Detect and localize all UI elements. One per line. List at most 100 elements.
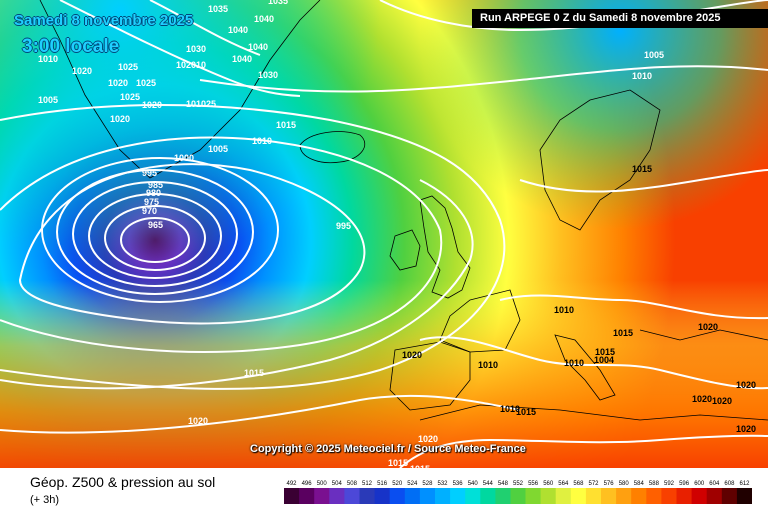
scale-swatch — [480, 488, 496, 504]
pressure-label: 1040 — [232, 54, 252, 64]
z500-greenland — [0, 0, 768, 468]
pressure-label: 1020 — [712, 396, 732, 406]
pressure-label: 1015 — [410, 464, 430, 468]
scale-swatch — [435, 488, 451, 504]
scale-swatch — [555, 488, 572, 504]
scale-tick-label: 516 — [377, 481, 388, 487]
scale-tick-label: 596 — [679, 481, 690, 487]
pressure-label: 1020 — [418, 434, 438, 444]
pressure-label: 995 — [142, 168, 157, 178]
isobar-1015-med — [419, 336, 768, 390]
map-svg: 1035 1040 1035 1030 1040 1040 1020 1010 … — [0, 0, 768, 468]
pressure-label: 1005 — [644, 50, 664, 60]
scale-swatch — [510, 488, 527, 504]
scale-tick-label: 600 — [694, 481, 705, 487]
isobar-975 — [88, 193, 222, 279]
pressure-label: 101025 — [186, 99, 216, 109]
scandinavia-coast — [539, 89, 661, 231]
scale-swatch — [646, 488, 662, 504]
scale-tick-label: 528 — [422, 481, 433, 487]
pressure-label: 1030 — [186, 44, 206, 54]
pressure-label: 995 — [336, 221, 351, 231]
pressure-label: 970 — [142, 206, 157, 216]
pressure-label: 1035 — [268, 0, 288, 6]
map-area: 1035 1040 1035 1030 1040 1040 1020 1010 … — [0, 0, 768, 468]
scale-tick-label: 532 — [437, 481, 448, 487]
scale-swatch — [616, 488, 632, 504]
pressure-label: 985 — [148, 180, 163, 190]
pressure-label: 1035 — [208, 4, 228, 14]
pressure-label: 1020 — [142, 100, 162, 110]
scale-tick-label: 588 — [649, 481, 660, 487]
scale-tick-label: 556 — [528, 481, 539, 487]
copyright-notice: Copyright © 2025 Meteociel.fr / Source M… — [250, 443, 526, 455]
pressure-label: 1015 — [244, 368, 264, 378]
isobar-1010-north — [199, 65, 768, 93]
pressure-label: 1020 — [110, 114, 130, 124]
pressure-label: 1020 — [108, 78, 128, 88]
scale-tick-label: 592 — [664, 481, 675, 487]
pressure-label: 1010 — [564, 358, 584, 368]
scale-swatch — [661, 488, 677, 504]
pressure-labels: 1035 1040 1035 1030 1040 1040 1020 1010 … — [38, 0, 756, 468]
isobar-1015-east — [519, 169, 768, 193]
pressure-label: 1005 — [208, 144, 228, 154]
scale-tick-label: 608 — [724, 481, 735, 487]
scale-tick-label: 560 — [543, 481, 554, 487]
scale-tick-label: 580 — [619, 481, 630, 487]
pressure-label: 1020 — [698, 322, 718, 332]
pressure-label: 1005 — [38, 95, 58, 105]
pressure-label: 1020 — [692, 394, 712, 404]
scale-swatch — [404, 488, 421, 504]
isobar-1005 — [0, 104, 506, 390]
scale-swatch — [601, 488, 617, 504]
north-africa-coast — [419, 404, 768, 421]
scale-swatch — [495, 488, 511, 504]
pressure-label: 1000 — [174, 153, 194, 163]
pressure-label: 1020 — [402, 350, 422, 360]
scale-swatch — [344, 488, 360, 504]
pressure-label: 1040 — [254, 14, 274, 24]
isobar-965 — [120, 217, 190, 263]
scale-tick-label: 604 — [709, 481, 720, 487]
isobar-1000 — [0, 136, 443, 353]
pressure-label: 1010 — [252, 136, 272, 146]
scale-tick-label: 492 — [286, 481, 297, 487]
pressure-label: 1010 — [478, 360, 498, 370]
pressure-label: 1020 — [72, 66, 92, 76]
scale-swatch — [570, 488, 587, 504]
pressure-label: 1015 — [632, 164, 652, 174]
isobar-1015-west — [0, 179, 474, 390]
great-britain-coast — [419, 195, 471, 299]
scale-swatch — [329, 488, 345, 504]
pressure-label: 1025 — [118, 62, 138, 72]
pressure-label: 1040 — [248, 42, 268, 52]
pressure-label: 1040 — [228, 25, 248, 35]
pressure-label: 1004 — [594, 355, 614, 365]
scale-swatch — [284, 488, 300, 504]
scale-tick-label: 548 — [498, 481, 509, 487]
scale-tick-label: 568 — [573, 481, 584, 487]
pressure-label: 975 — [144, 197, 159, 207]
scale-tick-label: 552 — [513, 481, 524, 487]
scale-swatch — [374, 488, 391, 504]
pressure-label: 980 — [146, 188, 161, 198]
scale-swatch — [419, 488, 436, 504]
scale-swatch — [450, 488, 466, 504]
pressure-label: 1030 — [258, 70, 278, 80]
isobar-1020-africa — [399, 434, 768, 468]
isobar-990 — [41, 157, 279, 303]
pressure-label: 1020 — [736, 424, 756, 434]
scale-tick-label: 576 — [604, 481, 615, 487]
isobars — [0, 0, 768, 468]
pressure-label: 1015 — [613, 328, 633, 338]
scale-swatch — [525, 488, 542, 504]
pressure-label: 102010 — [176, 60, 206, 70]
legend-lead-time: (+ 3h) — [30, 494, 60, 506]
scale-tick-label: 504 — [332, 481, 343, 487]
scale-swatch — [540, 488, 557, 504]
scale-tick-label: 564 — [558, 481, 569, 487]
ireland-coast — [389, 229, 421, 271]
pressure-label: 1015 — [276, 120, 296, 130]
valid-date: Samedi 8 novembre 2025 — [14, 12, 194, 29]
